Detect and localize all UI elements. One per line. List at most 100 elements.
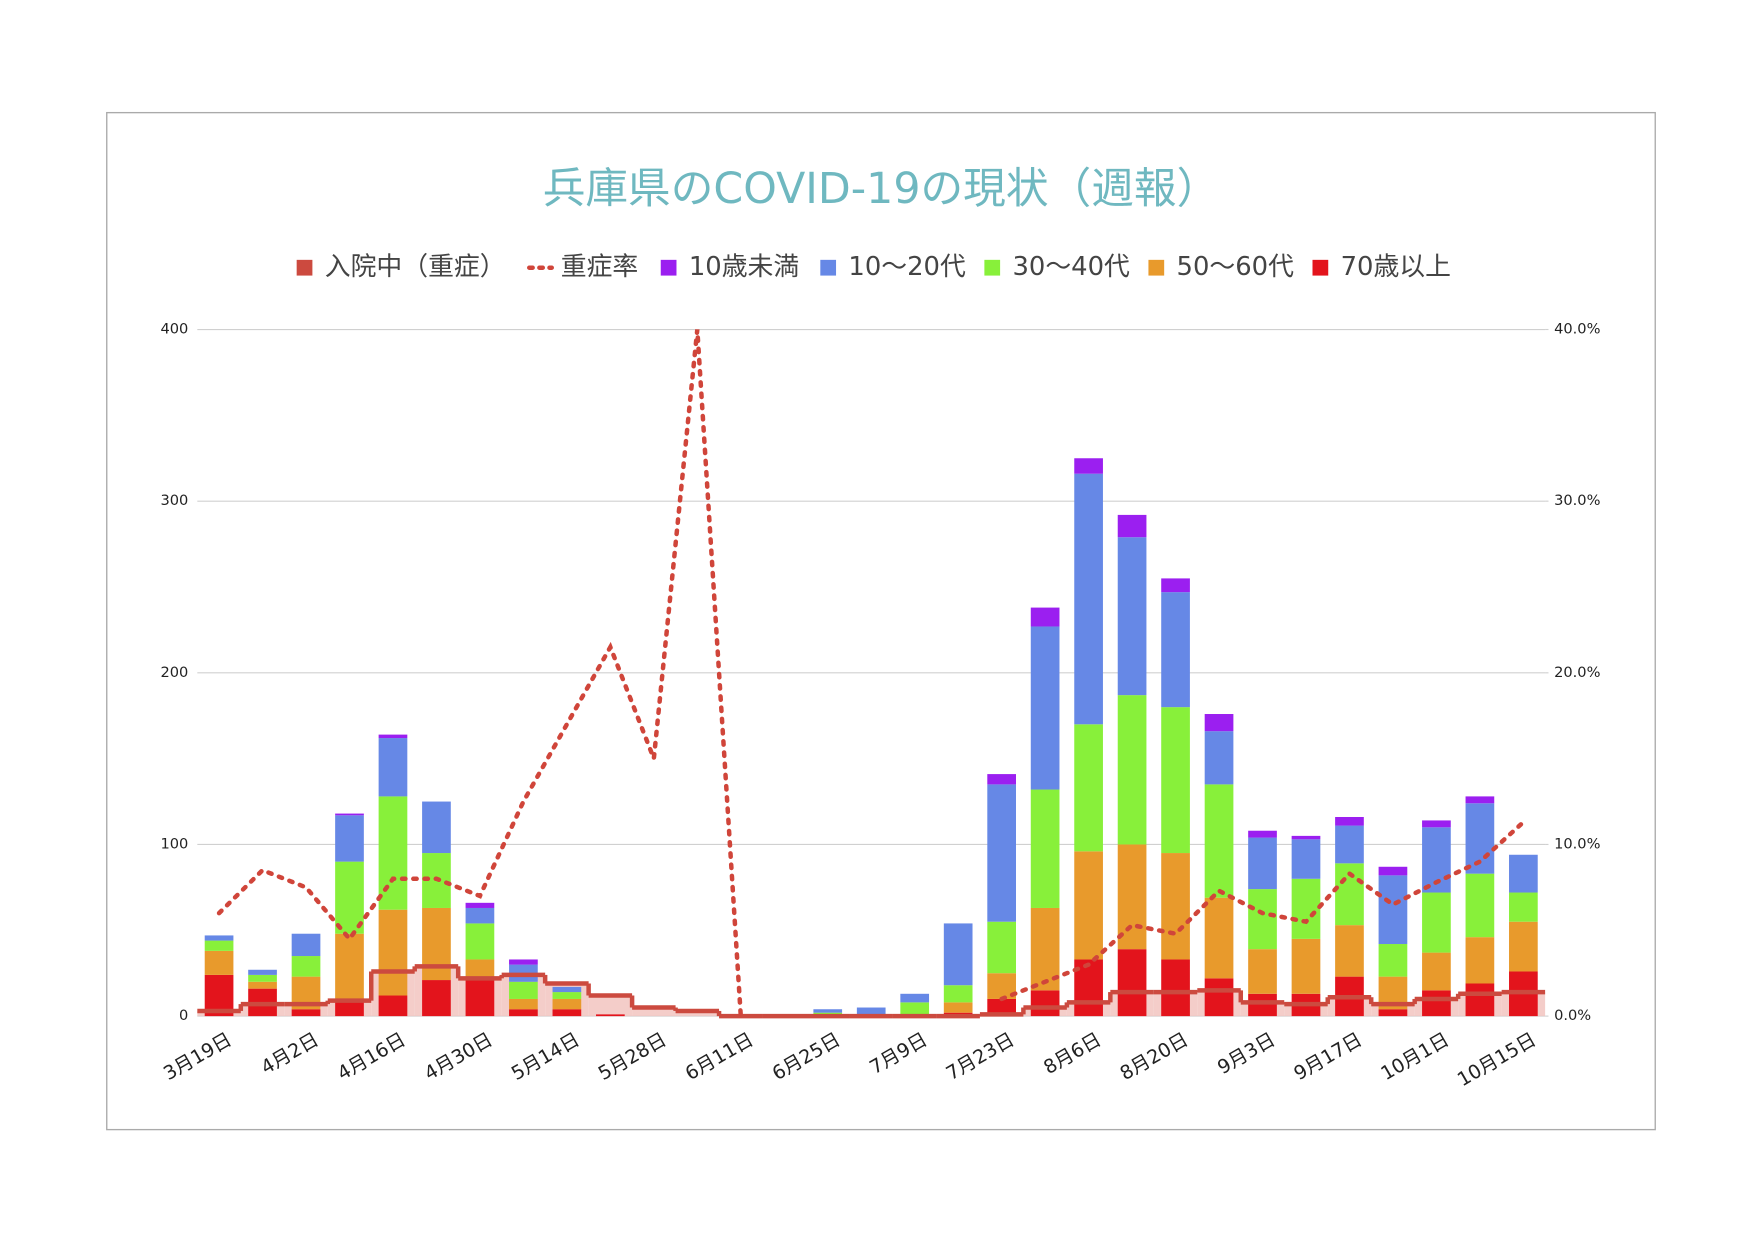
bar-segment [1161, 578, 1190, 593]
bar-segment [1248, 837, 1277, 890]
bar-segment [552, 1009, 582, 1017]
bar-segment [943, 985, 973, 1003]
bar-segment [1509, 854, 1538, 893]
bar-segment [1291, 835, 1321, 840]
bar-segment [1465, 796, 1495, 804]
bar-segment [291, 1009, 321, 1017]
bar-segment [204, 950, 234, 975]
bar-segment [1204, 978, 1234, 1017]
bar-segment [1204, 897, 1234, 979]
bar-segment [422, 980, 451, 1017]
step-fill [632, 1007, 676, 1017]
bar-segment [1161, 592, 1190, 708]
legend-label: 10～20代 [848, 252, 966, 282]
legend: 入院中（重症） 重症率 10歳未満 10～20代 30～40代 50～60代 70歳以上 [296, 252, 1451, 282]
y2-tick-label: 20.0% [1554, 664, 1600, 681]
bar-segment [1161, 959, 1190, 1017]
legend-label: 入院中（重症） [325, 252, 506, 282]
bar-segment [1117, 844, 1147, 950]
bar-segment [378, 995, 408, 1017]
bar-segment [1074, 724, 1103, 852]
bar-segment [1204, 784, 1234, 898]
legend-label: 70歳以上 [1341, 252, 1451, 282]
y2-tick-label: 30.0% [1554, 492, 1600, 509]
bar-segment [1378, 1009, 1408, 1017]
bar-segment [1074, 458, 1103, 474]
bar-segment [291, 956, 321, 977]
bar-segment [378, 734, 408, 739]
bar-segment [465, 907, 495, 924]
bar-segment [1248, 889, 1277, 950]
legend-label: 10歳未満 [689, 252, 799, 282]
bar-segment [1117, 695, 1147, 845]
bar-segment [1465, 983, 1495, 1017]
bar-segment [509, 1009, 538, 1017]
y-tick-label: 400 [160, 321, 188, 338]
bar-segment [987, 774, 1016, 785]
bar-segment [552, 998, 582, 1010]
legend-swatch [820, 259, 837, 276]
bar-segment [943, 1002, 973, 1013]
bar-segment [1248, 993, 1277, 1017]
bar-segment [596, 1014, 625, 1017]
y-tick-label: 200 [160, 664, 188, 681]
rate-line [216, 329, 744, 1019]
bar-segment [465, 959, 495, 981]
bar-segment [1378, 875, 1408, 945]
chart-title: 兵庫県のCOVID-19の現状（週報） [543, 164, 1220, 214]
bar-segment [1378, 944, 1408, 977]
y2-tick-label: 10.0% [1554, 835, 1600, 852]
bar-segment [335, 861, 364, 934]
legend-swatch [1148, 259, 1165, 276]
legend-swatch [1312, 259, 1329, 276]
bar-segment [1161, 853, 1190, 960]
bar-segment [552, 986, 582, 993]
rate-line [999, 819, 1526, 1002]
step-fill [675, 1010, 720, 1017]
bar-segment [1422, 990, 1451, 1017]
bar-segment [509, 959, 538, 965]
legend-label: 50～60代 [1177, 252, 1295, 282]
bar-segment [335, 933, 364, 1003]
bar-segment [1291, 878, 1321, 939]
y2-tick-label: 40.0% [1554, 321, 1600, 338]
legend-label: 30～40代 [1012, 252, 1130, 282]
bar-segment [378, 909, 408, 996]
bar-segment [422, 907, 451, 981]
bar-segment [1117, 537, 1147, 696]
bar-segment [204, 935, 234, 941]
y-tick-label: 100 [160, 835, 188, 852]
bar-segment [509, 998, 538, 1010]
bar-segment [856, 1007, 886, 1017]
bar-segment [248, 969, 277, 975]
bar-segment [987, 921, 1016, 974]
bar-segment [335, 815, 364, 862]
bar-segment [1335, 925, 1364, 977]
bar-segment [1204, 731, 1234, 785]
bar-segment [335, 1002, 364, 1017]
bar-segment [1204, 714, 1234, 732]
bar-segment [900, 1002, 930, 1015]
bar-segment [1030, 607, 1060, 627]
bar-segment [900, 993, 930, 1003]
bar-segment [813, 1009, 843, 1013]
bar-segment [335, 813, 364, 816]
legend-label: 重症率 [561, 252, 638, 282]
y-tick-label: 300 [160, 492, 188, 509]
step-line [197, 964, 1546, 1019]
bar-segment [1509, 921, 1538, 972]
bar-segment [1509, 892, 1538, 922]
bar-segment [1378, 866, 1408, 876]
bar-segment [1074, 473, 1103, 725]
bar-segment [465, 902, 495, 908]
y-tick-label: 0 [179, 1007, 188, 1024]
legend-swatch [984, 259, 1001, 276]
bar-segment [1335, 825, 1364, 864]
bar-segment [1248, 949, 1277, 994]
bar-segment [1117, 949, 1147, 1017]
bar-segment [1074, 851, 1103, 960]
bar-segment [1465, 873, 1495, 938]
bar-segment [943, 923, 973, 986]
bar-segment [1030, 990, 1060, 1017]
